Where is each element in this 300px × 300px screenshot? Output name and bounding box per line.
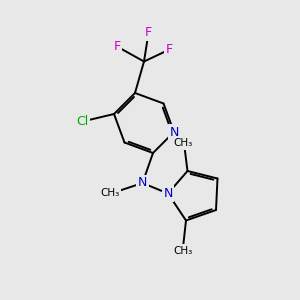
Text: Cl: Cl	[76, 115, 88, 128]
Text: F: F	[113, 40, 121, 53]
Text: N: N	[163, 187, 173, 200]
Text: CH₃: CH₃	[173, 138, 193, 148]
Text: N: N	[169, 125, 179, 139]
Text: F: F	[145, 26, 152, 40]
Text: CH₃: CH₃	[173, 245, 193, 256]
Text: N: N	[138, 176, 147, 190]
Text: F: F	[166, 43, 173, 56]
Text: CH₃: CH₃	[100, 188, 119, 199]
